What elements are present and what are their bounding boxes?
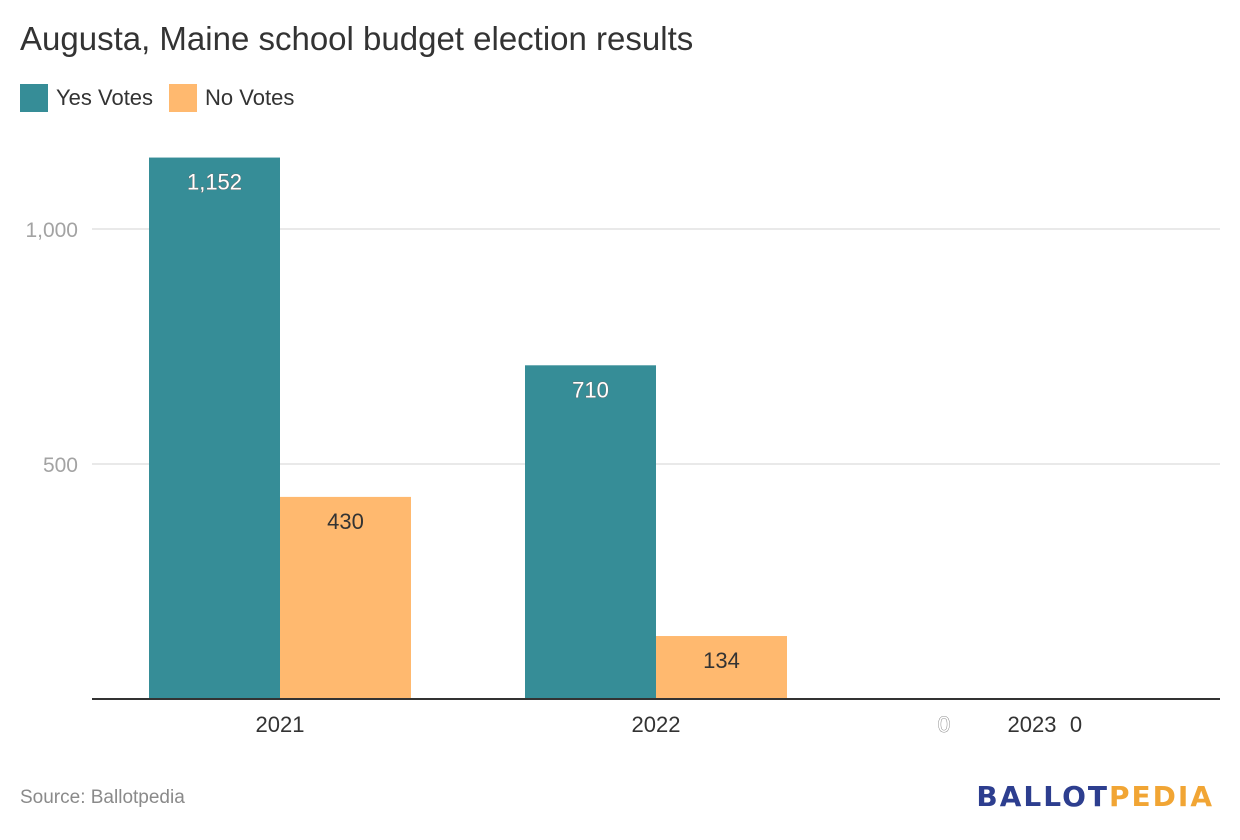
bar — [525, 365, 656, 699]
legend-swatch-yes — [20, 84, 48, 112]
bar — [656, 636, 787, 699]
x-tick-label: 2022 — [632, 712, 681, 737]
data-label: 430 — [327, 509, 364, 534]
data-label: 134 — [703, 648, 740, 673]
source-note: Source: Ballotpedia — [20, 787, 185, 808]
y-tick-label: 1,000 — [25, 219, 78, 242]
chart-title: Augusta, Maine school budget election re… — [20, 20, 694, 57]
ballotpedia-logo: BALLOTPEDIA — [976, 780, 1214, 813]
data-label: 1,152 — [187, 170, 242, 195]
logo-part-pedia: PEDIA — [1109, 780, 1214, 813]
x-tick-label: 2021 — [256, 712, 305, 737]
y-tick-label: 500 — [43, 454, 78, 477]
legend-item-yes: Yes Votes — [20, 84, 153, 112]
legend-label-no: No Votes — [205, 85, 295, 110]
logo-part-ballot: BALLOT — [976, 780, 1110, 813]
data-label: 0 — [1070, 712, 1082, 737]
legend-swatch-no — [169, 84, 198, 112]
data-label: 0 — [938, 712, 950, 737]
legend-item-no: No Votes — [169, 84, 294, 112]
legend-label-yes: Yes Votes — [56, 85, 154, 110]
legend: Yes Votes No Votes — [20, 84, 310, 112]
x-tick-label: 2023 — [1008, 712, 1057, 737]
data-label: 710 — [572, 377, 609, 402]
bar — [280, 496, 411, 699]
bar — [149, 157, 280, 699]
